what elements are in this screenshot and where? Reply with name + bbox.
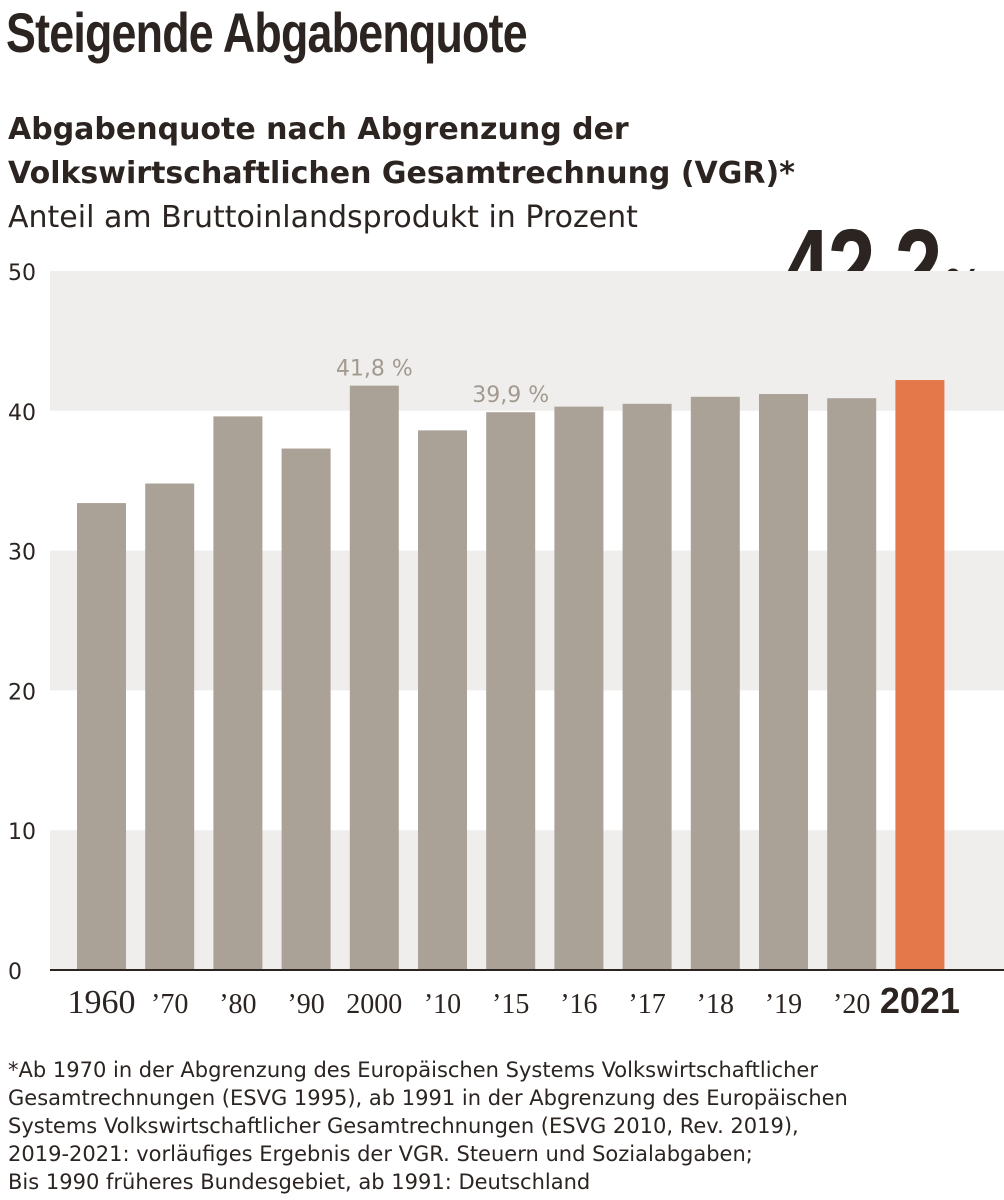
value-annotation: 39,9 %	[472, 383, 549, 408]
footnote-line: Bis 1990 früheres Bundesgebiet, ab 1991:…	[8, 1170, 591, 1194]
bar	[281, 448, 331, 970]
footnote-line: *Ab 1970 in der Abgrenzung des Europäisc…	[8, 1058, 818, 1082]
footnote: *Ab 1970 in der Abgrenzung des Europäisc…	[8, 1056, 968, 1196]
x-tick-label-highlight: 2021	[880, 980, 960, 1021]
x-tick-label: ’15	[492, 989, 529, 1020]
y-tick-label: 0	[8, 960, 22, 985]
x-tick-label: ’80	[219, 989, 256, 1020]
bar	[77, 503, 126, 970]
x-tick-label: 2000	[346, 989, 402, 1020]
footnote-line: Gesamtrechnungen (ESVG 1995), ab 1991 in…	[8, 1086, 848, 1110]
footnote-line: 2019-2021: vorläufiges Ergebnis der VGR.…	[8, 1142, 753, 1166]
bar	[554, 406, 604, 970]
x-tick-label: 1960	[68, 984, 136, 1021]
x-tick-label: ’18	[697, 989, 734, 1020]
bar	[759, 394, 808, 970]
y-tick-label: 10	[8, 820, 36, 845]
chart-title: Abgabenquote nach Abgrenzung der Volkswi…	[8, 112, 795, 191]
y-tick-label: 40	[8, 401, 36, 426]
x-tick-label: ’17	[628, 989, 665, 1020]
grid-band	[50, 271, 1004, 411]
x-tick-label: ’19	[765, 989, 802, 1020]
y-tick-label: 50	[8, 261, 36, 286]
page-headline: Steigende Abgabenquote	[6, 1, 528, 64]
y-tick-label: 30	[8, 541, 36, 566]
x-tick-label: ’16	[560, 989, 597, 1020]
bar	[690, 396, 740, 970]
x-tick-label: ’10	[424, 989, 461, 1020]
x-tick-label: ’20	[833, 989, 870, 1020]
bar	[622, 403, 672, 970]
bar	[486, 412, 536, 970]
x-tick-label: ’90	[287, 989, 324, 1020]
x-tick-label: ’70	[151, 989, 188, 1020]
bar	[349, 385, 399, 970]
value-annotation: 41,8 %	[336, 357, 413, 382]
footnote-line: Systems Volkswirtschaftlicher Gesamtrech…	[8, 1114, 799, 1138]
bar	[145, 483, 195, 970]
bar-chart: 0 10 20 30 40 50 1960 ’70 ’80 ’90 2000 ’10 ’15 ’16 ’17…	[8, 261, 1004, 1021]
chart-subtitle: Anteil am Bruttoinlandsprodukt in Prozen…	[8, 200, 638, 235]
bar	[213, 416, 263, 971]
bar-highlight	[895, 380, 945, 970]
bar	[418, 430, 467, 970]
y-tick-label: 20	[8, 680, 36, 705]
bar	[827, 398, 877, 970]
